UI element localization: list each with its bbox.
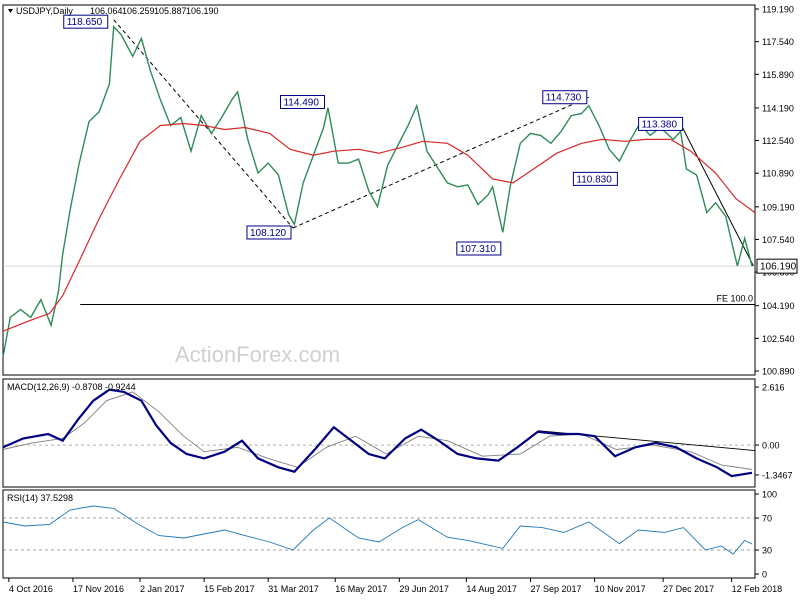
x-tick-label: 16 May 2017 [335,584,387,594]
price-annotation: 114.730 [542,90,588,105]
price-annotation-label: 110.830 [576,174,612,185]
price-y-tick-label: 100.890 [762,367,795,377]
x-tick-label: 27 Dec 2017 [663,584,714,594]
macd-y-tick-label: 2.616 [762,383,785,393]
price-y-axis: 119.190 117.540 115.890 114.190 112.540 110.8… [755,5,795,377]
macd-y-tick-label: -1.3467 [762,470,793,480]
price-annotation: 118.650 [63,14,109,29]
rsi-y-tick-label: 100 [762,490,777,500]
price-annotation-label: 113.380 [642,119,678,130]
price-annotation: 113.380 [638,116,684,131]
price-y-tick-label: 104.190 [762,301,795,311]
price-y-tick-label: 102.540 [762,334,795,344]
trendline-0 [113,19,294,229]
price-annotation-label: 114.490 [283,97,319,108]
rsi-y-tick-label: 0 [762,570,767,580]
rsi-panel: 100 70 30 0 RSI(14) 37.5298 [2,489,777,580]
price-y-tick-label: 110.890 [762,169,794,179]
price-annotation-label: 114.730 [546,93,582,104]
macd-signal-line [2,391,753,470]
rsi-y-tick-label: 30 [762,546,772,556]
price-annotations: 118.650 108.120 114.490 107.310 114.730 110.8… [63,14,684,256]
x-tick-label: 4 Oct 2016 [9,584,53,594]
macd-panel-frame [2,378,756,488]
rsi-levels [3,517,755,551]
macd-y-tick-label: 0.00 [762,441,780,451]
price-panel: ActionForex.com FE 100.0 118.650108.1201… [2,4,798,377]
x-tick-label: 14 Aug 2017 [466,584,517,594]
price-header: USDJPY,Daily 106.064 106.259 105.887 106… [8,6,219,16]
price-annotation-label: 107.310 [460,244,497,255]
x-tick-label: 12 Feb 2018 [732,584,783,594]
price-annotation: 107.310 [456,241,502,256]
rsi-title: RSI(14) 37.5298 [7,493,73,503]
macd-panel: 2.616 0.00 -1.3467 MACD(12,26,9) -0.8708 -… [2,378,793,488]
price-y-tick-label: 119.190 [762,5,794,15]
price-annotation-label: 118.650 [67,17,103,28]
price-y-tick-label: 107.540 [762,235,795,245]
trendline-2 [680,123,754,267]
watermark: ActionForex.com [175,342,340,367]
instrument-label: USDJPY,Daily [16,6,73,16]
price-annotation-box [542,90,588,105]
current-price-box: 106.190 [756,258,798,274]
rsi-line [2,505,753,555]
chevron-down-icon[interactable] [8,9,13,13]
x-tick-label: 15 Feb 2017 [204,584,255,594]
current-price-label: 106.190 [760,262,797,273]
macd-y-axis: 2.616 0.00 -1.3467 [755,383,793,480]
price-annotation-box [63,14,109,29]
x-tick-label: 27 Sep 2017 [531,584,582,594]
price-annotation: 108.120 [246,225,292,240]
price-y-tick-label: 109.190 [762,202,795,212]
x-tick-label: 2 Jan 2017 [140,584,185,594]
ohlc-low: 105.887 [154,6,187,16]
price-annotation-box [279,94,325,109]
price-annotation-box [638,116,684,131]
price-annotation-box [572,171,618,186]
ohlc-open: 106.064 [90,6,123,16]
price-annotation-label: 108.120 [250,228,287,239]
price-annotation: 110.830 [572,171,618,186]
rsi-y-axis: 100 70 30 0 [755,490,777,580]
current-price-frame [756,258,798,274]
fe-level-label: FE 100.0 [716,294,753,304]
rsi-panel-frame [2,489,756,579]
price-trendlines [113,19,754,267]
ohlc-high: 106.259 [122,6,155,16]
trendline-1 [292,96,589,229]
price-y-tick-label: 115.890 [762,70,794,80]
price-y-tick-label: 114.190 [762,103,794,113]
price-annotation-box [456,241,502,256]
moving-average-line [2,122,756,332]
price-y-tick-label: 112.540 [762,136,794,146]
rsi-y-tick-label: 70 [762,514,772,524]
ohlc-close: 106.190 [186,6,219,16]
price-annotation: 114.490 [279,94,325,109]
x-tick-label: 17 Nov 2016 [73,584,124,594]
x-axis: 4 Oct 2016 17 Nov 2016 2 Jan 2017 15 Feb 20… [8,578,783,594]
macd-title: MACD(12,26,9) -0.8708 -0.9244 [7,382,136,392]
x-tick-label: 10 Nov 2017 [595,584,646,594]
price-y-tick-label: 117.540 [762,37,794,47]
price-series [2,24,753,358]
price-annotation-box [246,225,292,240]
macd-line [2,388,753,478]
x-tick-label: 31 Mar 2017 [268,584,319,594]
x-tick-label: 29 Jun 2017 [399,584,449,594]
